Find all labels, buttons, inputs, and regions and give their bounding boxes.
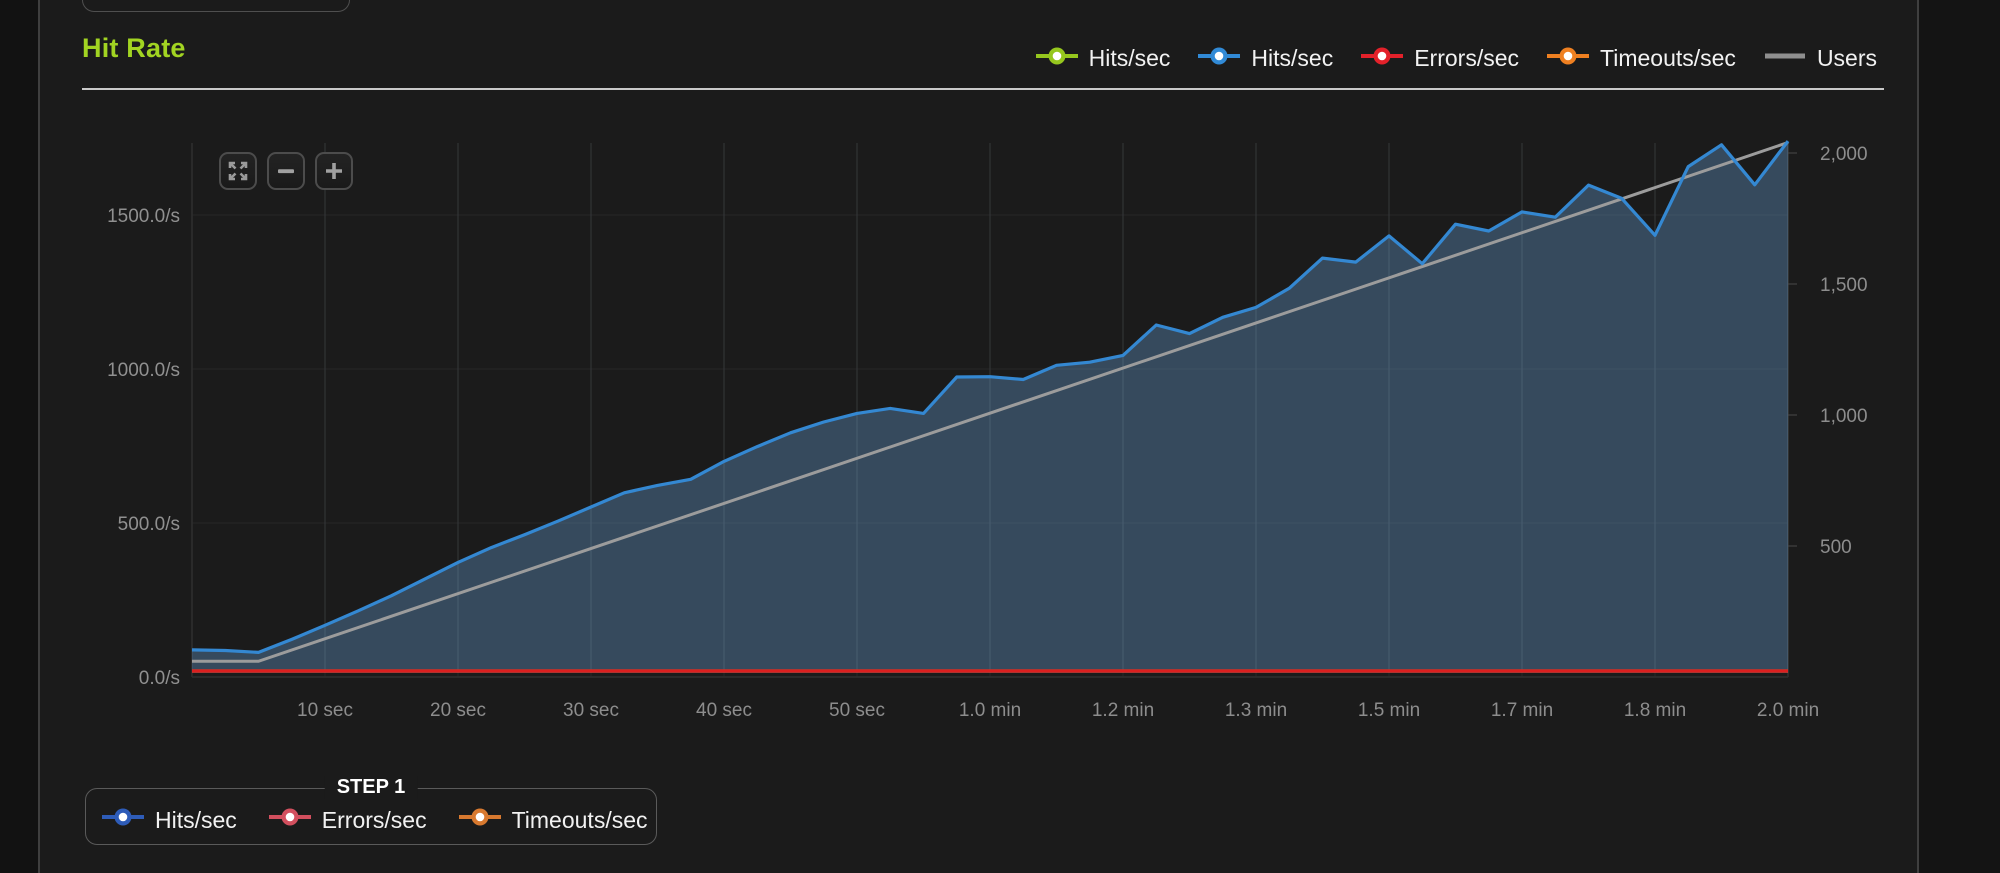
x-axis-tick-label: 10 sec bbox=[297, 700, 353, 721]
minus-icon bbox=[278, 169, 294, 174]
hits-line bbox=[191, 140, 1790, 655]
errors-marker-icon bbox=[1359, 46, 1405, 71]
errors-marker-icon bbox=[267, 807, 313, 832]
legend-item-errors[interactable]: Errors/sec bbox=[1359, 44, 1519, 72]
zoom-out-button[interactable] bbox=[267, 152, 305, 190]
legend-label: Hits/sec bbox=[1088, 45, 1171, 71]
x-axis-tick-label: 1.2 min bbox=[1092, 700, 1154, 721]
x-axis-tick-label: 1.5 min bbox=[1358, 700, 1420, 721]
y-axis-tick-label: 1500.0/s bbox=[107, 206, 180, 227]
x-axis-tick-label: 20 sec bbox=[430, 700, 486, 721]
legend-label: Timeouts/sec bbox=[511, 806, 648, 833]
hit-rate-panel: Hit Rate Hits/sec Hits/sec Errors/sec Ti… bbox=[38, 0, 1919, 873]
chart-canvas[interactable]: 0.0/s 500.0/s 1000.0/s 1500.0/s 500 1,000 1,50… bbox=[40, 0, 1919, 873]
timeouts-marker-icon bbox=[1545, 46, 1591, 71]
step-legend-item-errors[interactable]: Errors/sec bbox=[267, 806, 427, 834]
legend-label: Timeouts/sec bbox=[1600, 45, 1736, 71]
zoom-in-button[interactable] bbox=[315, 152, 353, 190]
chart-zoom-controls bbox=[219, 152, 353, 190]
legend-label: Hits/sec bbox=[155, 806, 237, 833]
step-legend-item-hits[interactable]: Hits/sec bbox=[100, 806, 237, 834]
legend-label: Errors/sec bbox=[1414, 45, 1520, 71]
hits-area-fill bbox=[192, 141, 1788, 674]
hits-green-marker-icon bbox=[1034, 46, 1080, 71]
right-axis-tick-label: 500 bbox=[1820, 537, 1852, 558]
x-axis-tick-label: 40 sec bbox=[696, 700, 752, 721]
x-axis-tick-label: 2.0 min bbox=[1757, 700, 1819, 721]
x-axis-tick-label: 1.8 min bbox=[1624, 700, 1686, 721]
right-axis-tick-label: 1,000 bbox=[1820, 406, 1868, 427]
x-axis-tick-label: 1.3 min bbox=[1225, 700, 1287, 721]
hit-rate-chart[interactable]: 0.0/s 500.0/s 1000.0/s 1500.0/s 500 1,000 1,50… bbox=[40, 0, 1919, 873]
y-axis-tick-label: 0.0/s bbox=[139, 668, 180, 689]
expand-arrows-icon bbox=[228, 161, 248, 181]
plus-icon bbox=[326, 163, 342, 179]
x-axis-tick-label: 1.7 min bbox=[1491, 700, 1553, 721]
legend-label: Hits/sec bbox=[1251, 45, 1334, 71]
users-line bbox=[192, 141, 1789, 663]
right-axis-tick-label: 2,000 bbox=[1820, 144, 1868, 165]
hits-marker-icon bbox=[100, 807, 146, 832]
legend-label: Users bbox=[1816, 45, 1877, 71]
legend-item-users[interactable]: Users bbox=[1762, 44, 1877, 72]
legend-item-timeouts[interactable]: Timeouts/sec bbox=[1545, 44, 1736, 72]
reset-zoom-button[interactable] bbox=[219, 152, 257, 190]
legend-item-hits-blue[interactable]: Hits/sec bbox=[1196, 44, 1333, 72]
y-axis-tick-label: 500.0/s bbox=[118, 514, 180, 535]
users-line-marker-icon bbox=[1762, 46, 1808, 71]
chart-legend: Hits/sec Hits/sec Errors/sec Timeouts/se… bbox=[1034, 44, 1877, 72]
title-divider bbox=[82, 88, 1884, 90]
left-margin bbox=[0, 0, 38, 873]
step-legend-item-timeouts[interactable]: Timeouts/sec bbox=[457, 806, 648, 834]
hits-blue-marker-icon bbox=[1196, 46, 1242, 71]
page-title: Hit Rate bbox=[82, 33, 186, 63]
x-axis-tick-label: 50 sec bbox=[829, 700, 885, 721]
timeouts-marker-icon bbox=[457, 807, 503, 832]
x-axis-tick-label: 1.0 min bbox=[959, 700, 1021, 721]
x-axis-tick-label: 30 sec bbox=[563, 700, 619, 721]
legend-item-hits-green[interactable]: Hits/sec bbox=[1034, 44, 1171, 72]
right-margin bbox=[1920, 0, 2000, 873]
y-axis-tick-label: 1000.0/s bbox=[107, 360, 180, 381]
step-1-title: STEP 1 bbox=[324, 776, 418, 799]
legend-label: Errors/sec bbox=[321, 806, 427, 833]
step-1-legend-box: STEP 1 Hits/sec Errors/sec Timeouts/sec bbox=[85, 776, 657, 845]
right-axis-tick-label: 1,500 bbox=[1820, 275, 1868, 296]
